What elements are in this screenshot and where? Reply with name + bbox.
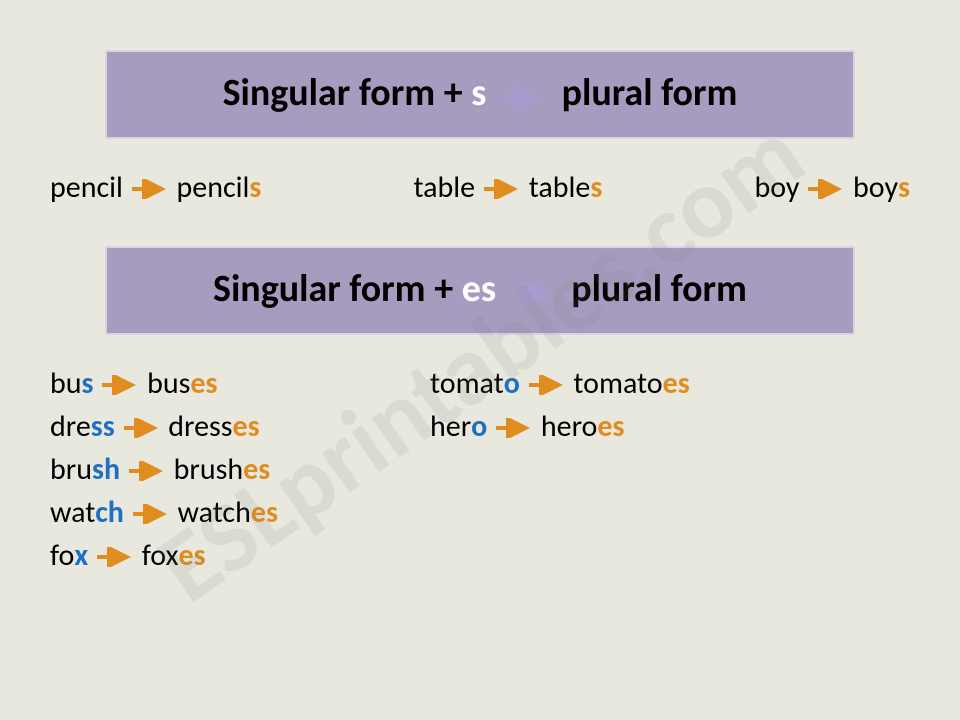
example-pair: boy boys [754, 169, 910, 206]
plural-stem: table [529, 169, 591, 206]
arrow-icon [482, 169, 522, 206]
rule2-post: plural form [571, 266, 747, 312]
singular-ending: o [504, 365, 520, 402]
example-pair: brush brushes [50, 451, 430, 488]
plural-suffix: s [590, 169, 602, 206]
singular-word: table [413, 169, 475, 206]
example-pair: fox foxes [50, 537, 430, 574]
plural-stem: tomato [573, 365, 662, 402]
arrow-icon [806, 169, 846, 206]
plural-suffix: es [597, 408, 624, 445]
plural-suffix: es [233, 408, 260, 445]
singular-stem: bu [50, 365, 82, 402]
plural-suffix: es [179, 537, 206, 574]
singular-stem: tomat [430, 365, 504, 402]
plural-suffix: es [663, 365, 690, 402]
singular-stem: her [430, 408, 471, 445]
examples-s-row: pencil pencilstable tablesboy boys [50, 169, 910, 206]
example-pair: watch watches [50, 494, 430, 531]
singular-ending: o [471, 408, 487, 445]
arrow-icon [527, 365, 567, 402]
plural-suffix: es [243, 451, 270, 488]
plural-stem: brush [174, 451, 243, 488]
example-pair: bus buses [50, 365, 430, 402]
plural-suffix: es [251, 494, 278, 531]
arrow-icon [127, 451, 167, 488]
rule1-post: plural form [562, 70, 738, 116]
plural-suffix: es [190, 365, 217, 402]
singular-ending: s [82, 365, 94, 402]
singular-stem: dre [50, 408, 91, 445]
rule-box-es: Singular form + es plural form [105, 246, 855, 335]
examples-es-col2: tomato tomatoeshero heroes [430, 365, 870, 574]
arrow-icon [494, 408, 534, 445]
arrow-icon [131, 494, 171, 531]
example-pair: pencil pencils [50, 169, 261, 206]
singular-stem: bru [50, 451, 92, 488]
singular-stem: wat [50, 494, 95, 531]
example-pair: table tables [413, 169, 602, 206]
plural-suffix: s [249, 169, 261, 206]
plural-suffix: s [898, 169, 910, 206]
arrow-icon [130, 169, 170, 206]
singular-ending: ss [91, 408, 115, 445]
singular-ending: ch [95, 494, 124, 531]
rule2-pre: Singular form + [213, 266, 462, 312]
rule-box-s: Singular form + s plural form [105, 50, 855, 139]
singular-word: pencil [50, 169, 123, 206]
plural-stem: boy [853, 169, 898, 206]
plural-stem: hero [541, 408, 597, 445]
plural-stem: watch [178, 494, 251, 531]
singular-word: boy [754, 169, 799, 206]
example-pair: hero heroes [430, 408, 870, 445]
rule1-pre: Singular form + [223, 70, 472, 116]
examples-es-col1: bus busesdress dressesbrush brusheswatch… [50, 365, 430, 574]
examples-es-columns: bus busesdress dressesbrush brusheswatch… [50, 365, 910, 574]
plural-stem: fox [142, 537, 179, 574]
arrow-icon [95, 537, 135, 574]
rule1-suffix: s [471, 70, 486, 116]
arrow-icon [503, 73, 545, 119]
singular-stem: fo [50, 537, 74, 574]
singular-ending: sh [92, 451, 120, 488]
plural-stem: bus [147, 365, 190, 402]
plural-stem: dress [168, 408, 232, 445]
plural-stem: pencil [177, 169, 250, 206]
rule2-suffix: es [462, 266, 496, 312]
example-pair: tomato tomatoes [430, 365, 870, 402]
arrow-icon [100, 365, 140, 402]
arrow-icon [513, 269, 555, 315]
singular-ending: x [74, 537, 88, 574]
arrow-icon [122, 408, 162, 445]
slide-content: Singular form + s plural form pencil pen… [0, 0, 960, 614]
example-pair: dress dresses [50, 408, 430, 445]
